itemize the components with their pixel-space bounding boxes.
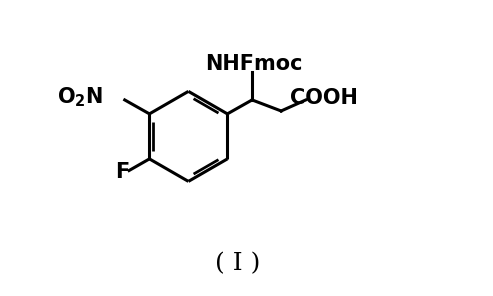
- Text: COOH: COOH: [290, 89, 358, 108]
- Text: NHFmoc: NHFmoc: [205, 54, 302, 74]
- Text: $\mathregular{O_2N}$: $\mathregular{O_2N}$: [57, 85, 103, 109]
- Text: F: F: [115, 162, 130, 182]
- Text: ( I ): ( I ): [215, 253, 260, 276]
